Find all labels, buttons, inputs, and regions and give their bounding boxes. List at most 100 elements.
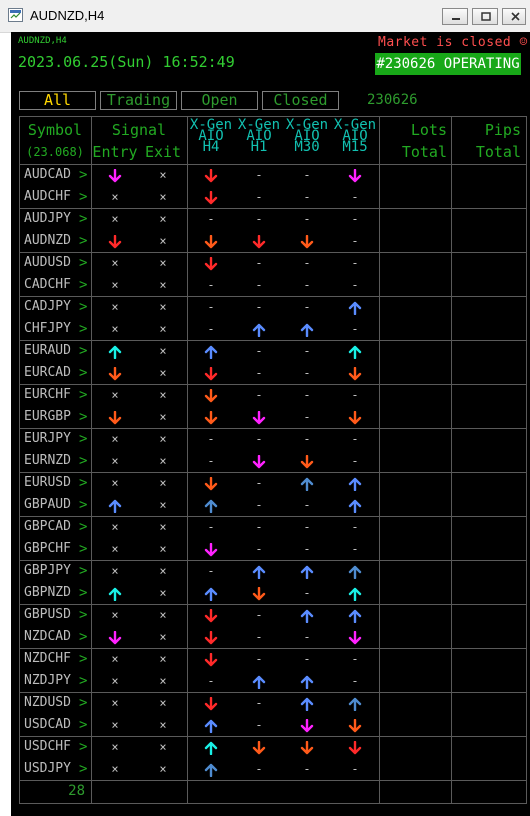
entry-no-signal-icon: ×	[111, 278, 119, 292]
symbol-nzdcad[interactable]: NZDCAD	[24, 629, 71, 644]
down-arrow-icon	[348, 410, 362, 424]
entry-no-signal-icon: ×	[111, 256, 119, 270]
open-chart-chevron-icon[interactable]: >	[79, 629, 88, 645]
symbol-eurjpy[interactable]: EURJPY	[24, 431, 71, 446]
exit-no-signal-icon: ×	[159, 520, 167, 534]
up-arrow-icon	[108, 499, 122, 513]
symbol-audjpy[interactable]: AUDJPY	[24, 211, 71, 226]
open-chart-chevron-icon[interactable]: >	[79, 211, 88, 227]
open-chart-chevron-icon[interactable]: >	[79, 497, 88, 513]
symbol-audchf[interactable]: AUDCHF	[24, 189, 71, 204]
up-arrow-icon	[300, 323, 314, 337]
open-chart-chevron-icon[interactable]: >	[79, 343, 88, 359]
open-chart-chevron-icon[interactable]: >	[79, 321, 88, 337]
header-xgen-m30-line1: X-Gen	[285, 117, 329, 133]
entry-no-signal-icon: ×	[111, 674, 119, 688]
tab-all[interactable]: All	[19, 91, 96, 110]
symbol-gbpjpy[interactable]: GBPJPY	[24, 563, 71, 578]
m15-signal-cell	[335, 296, 375, 318]
symbol-eurcad[interactable]: EURCAD	[24, 365, 71, 380]
open-chart-chevron-icon[interactable]: >	[79, 453, 88, 469]
open-chart-chevron-icon[interactable]: >	[79, 651, 88, 667]
symbol-cadjpy[interactable]: CADJPY	[24, 299, 71, 314]
m30-signal-cell	[287, 604, 327, 626]
symbol-euraud[interactable]: EURAUD	[24, 343, 71, 358]
open-chart-chevron-icon[interactable]: >	[79, 365, 88, 381]
symbol-eurchf[interactable]: EURCHF	[24, 387, 71, 402]
symbol-nzdusd[interactable]: NZDUSD	[24, 695, 71, 710]
h4-empty-cell: -	[207, 454, 215, 468]
symbol-audnzd[interactable]: AUDNZD	[24, 233, 71, 248]
open-chart-chevron-icon[interactable]: >	[79, 431, 88, 447]
row-group-divider	[19, 736, 527, 737]
symbol-eurnzd[interactable]: EURNZD	[24, 453, 71, 468]
open-chart-chevron-icon[interactable]: >	[79, 695, 88, 711]
m15-signal-cell	[335, 164, 375, 186]
open-chart-chevron-icon[interactable]: >	[79, 519, 88, 535]
row-group-divider	[19, 472, 527, 473]
exit-no-signal-icon: ×	[159, 190, 167, 204]
open-chart-chevron-icon[interactable]: >	[79, 299, 88, 315]
symbol-eurgbp[interactable]: EURGBP	[24, 409, 71, 424]
open-chart-chevron-icon[interactable]: >	[79, 563, 88, 579]
symbol-gbpusd[interactable]: GBPUSD	[24, 607, 71, 622]
symbol-eurusd[interactable]: EURUSD	[24, 475, 71, 490]
down-arrow-icon	[204, 652, 218, 666]
row-group-divider	[19, 296, 527, 297]
h4-signal-cell	[191, 186, 231, 208]
symbol-nzdchf[interactable]: NZDCHF	[24, 651, 71, 666]
h1-empty-cell: -	[255, 696, 263, 710]
minimize-button[interactable]	[442, 8, 468, 25]
symbol-audcad[interactable]: AUDCAD	[24, 167, 71, 182]
symbol-usdcad[interactable]: USDCAD	[24, 717, 71, 732]
open-chart-chevron-icon[interactable]: >	[79, 607, 88, 623]
symbol-gbpcad[interactable]: GBPCAD	[24, 519, 71, 534]
open-chart-chevron-icon[interactable]: >	[79, 717, 88, 733]
symbol-chfjpy[interactable]: CHFJPY	[24, 321, 71, 336]
entry-no-signal-icon: ×	[111, 190, 119, 204]
maximize-button[interactable]	[472, 8, 498, 25]
open-chart-chevron-icon[interactable]: >	[79, 541, 88, 557]
symbol-gbpchf[interactable]: GBPCHF	[24, 541, 71, 556]
open-chart-chevron-icon[interactable]: >	[79, 739, 88, 755]
down-arrow-icon	[300, 718, 314, 732]
open-chart-chevron-icon[interactable]: >	[79, 409, 88, 425]
symbol-cadchf[interactable]: CADCHF	[24, 277, 71, 292]
open-chart-chevron-icon[interactable]: >	[79, 387, 88, 403]
tab-open[interactable]: Open	[181, 91, 258, 110]
m30-signal-cell	[287, 736, 327, 758]
symbol-usdjpy[interactable]: USDJPY	[24, 761, 71, 776]
symbol-audusd[interactable]: AUDUSD	[24, 255, 71, 270]
m15-signal-cell	[335, 340, 375, 362]
up-arrow-icon	[252, 565, 266, 579]
down-arrow-icon	[204, 234, 218, 248]
open-chart-chevron-icon[interactable]: >	[79, 255, 88, 271]
symbol-nzdjpy[interactable]: NZDJPY	[24, 673, 71, 688]
row-group-divider	[19, 780, 527, 781]
exit-no-signal-icon: ×	[159, 542, 167, 556]
open-chart-chevron-icon[interactable]: >	[79, 233, 88, 249]
tab-closed[interactable]: Closed	[262, 91, 339, 110]
market-status: Market is closed ☺	[378, 35, 528, 50]
open-chart-chevron-icon[interactable]: >	[79, 585, 88, 601]
symbol-usdchf[interactable]: USDCHF	[24, 739, 71, 754]
header-xgen-h4-line2: AIO	[198, 128, 224, 144]
tab-trading[interactable]: Trading	[100, 91, 177, 110]
m15-empty-cell: -	[351, 454, 359, 468]
symbol-gbpnzd[interactable]: GBPNZD	[24, 585, 71, 600]
open-chart-chevron-icon[interactable]: >	[79, 761, 88, 777]
symbol-gbpaud[interactable]: GBPAUD	[24, 497, 71, 512]
m15-empty-cell: -	[351, 674, 359, 688]
m15-signal-cell	[335, 582, 375, 604]
open-chart-chevron-icon[interactable]: >	[79, 167, 88, 183]
open-chart-chevron-icon[interactable]: >	[79, 189, 88, 205]
entry-signal-cell	[95, 494, 135, 516]
row-group-divider	[19, 340, 527, 341]
h4-signal-cell	[191, 582, 231, 604]
open-chart-chevron-icon[interactable]: >	[79, 673, 88, 689]
open-chart-chevron-icon[interactable]: >	[79, 475, 88, 491]
open-chart-chevron-icon[interactable]: >	[79, 277, 88, 293]
window-titlebar: AUDNZD,H4	[0, 0, 530, 33]
close-button[interactable]	[502, 8, 526, 25]
up-arrow-icon	[348, 477, 362, 491]
